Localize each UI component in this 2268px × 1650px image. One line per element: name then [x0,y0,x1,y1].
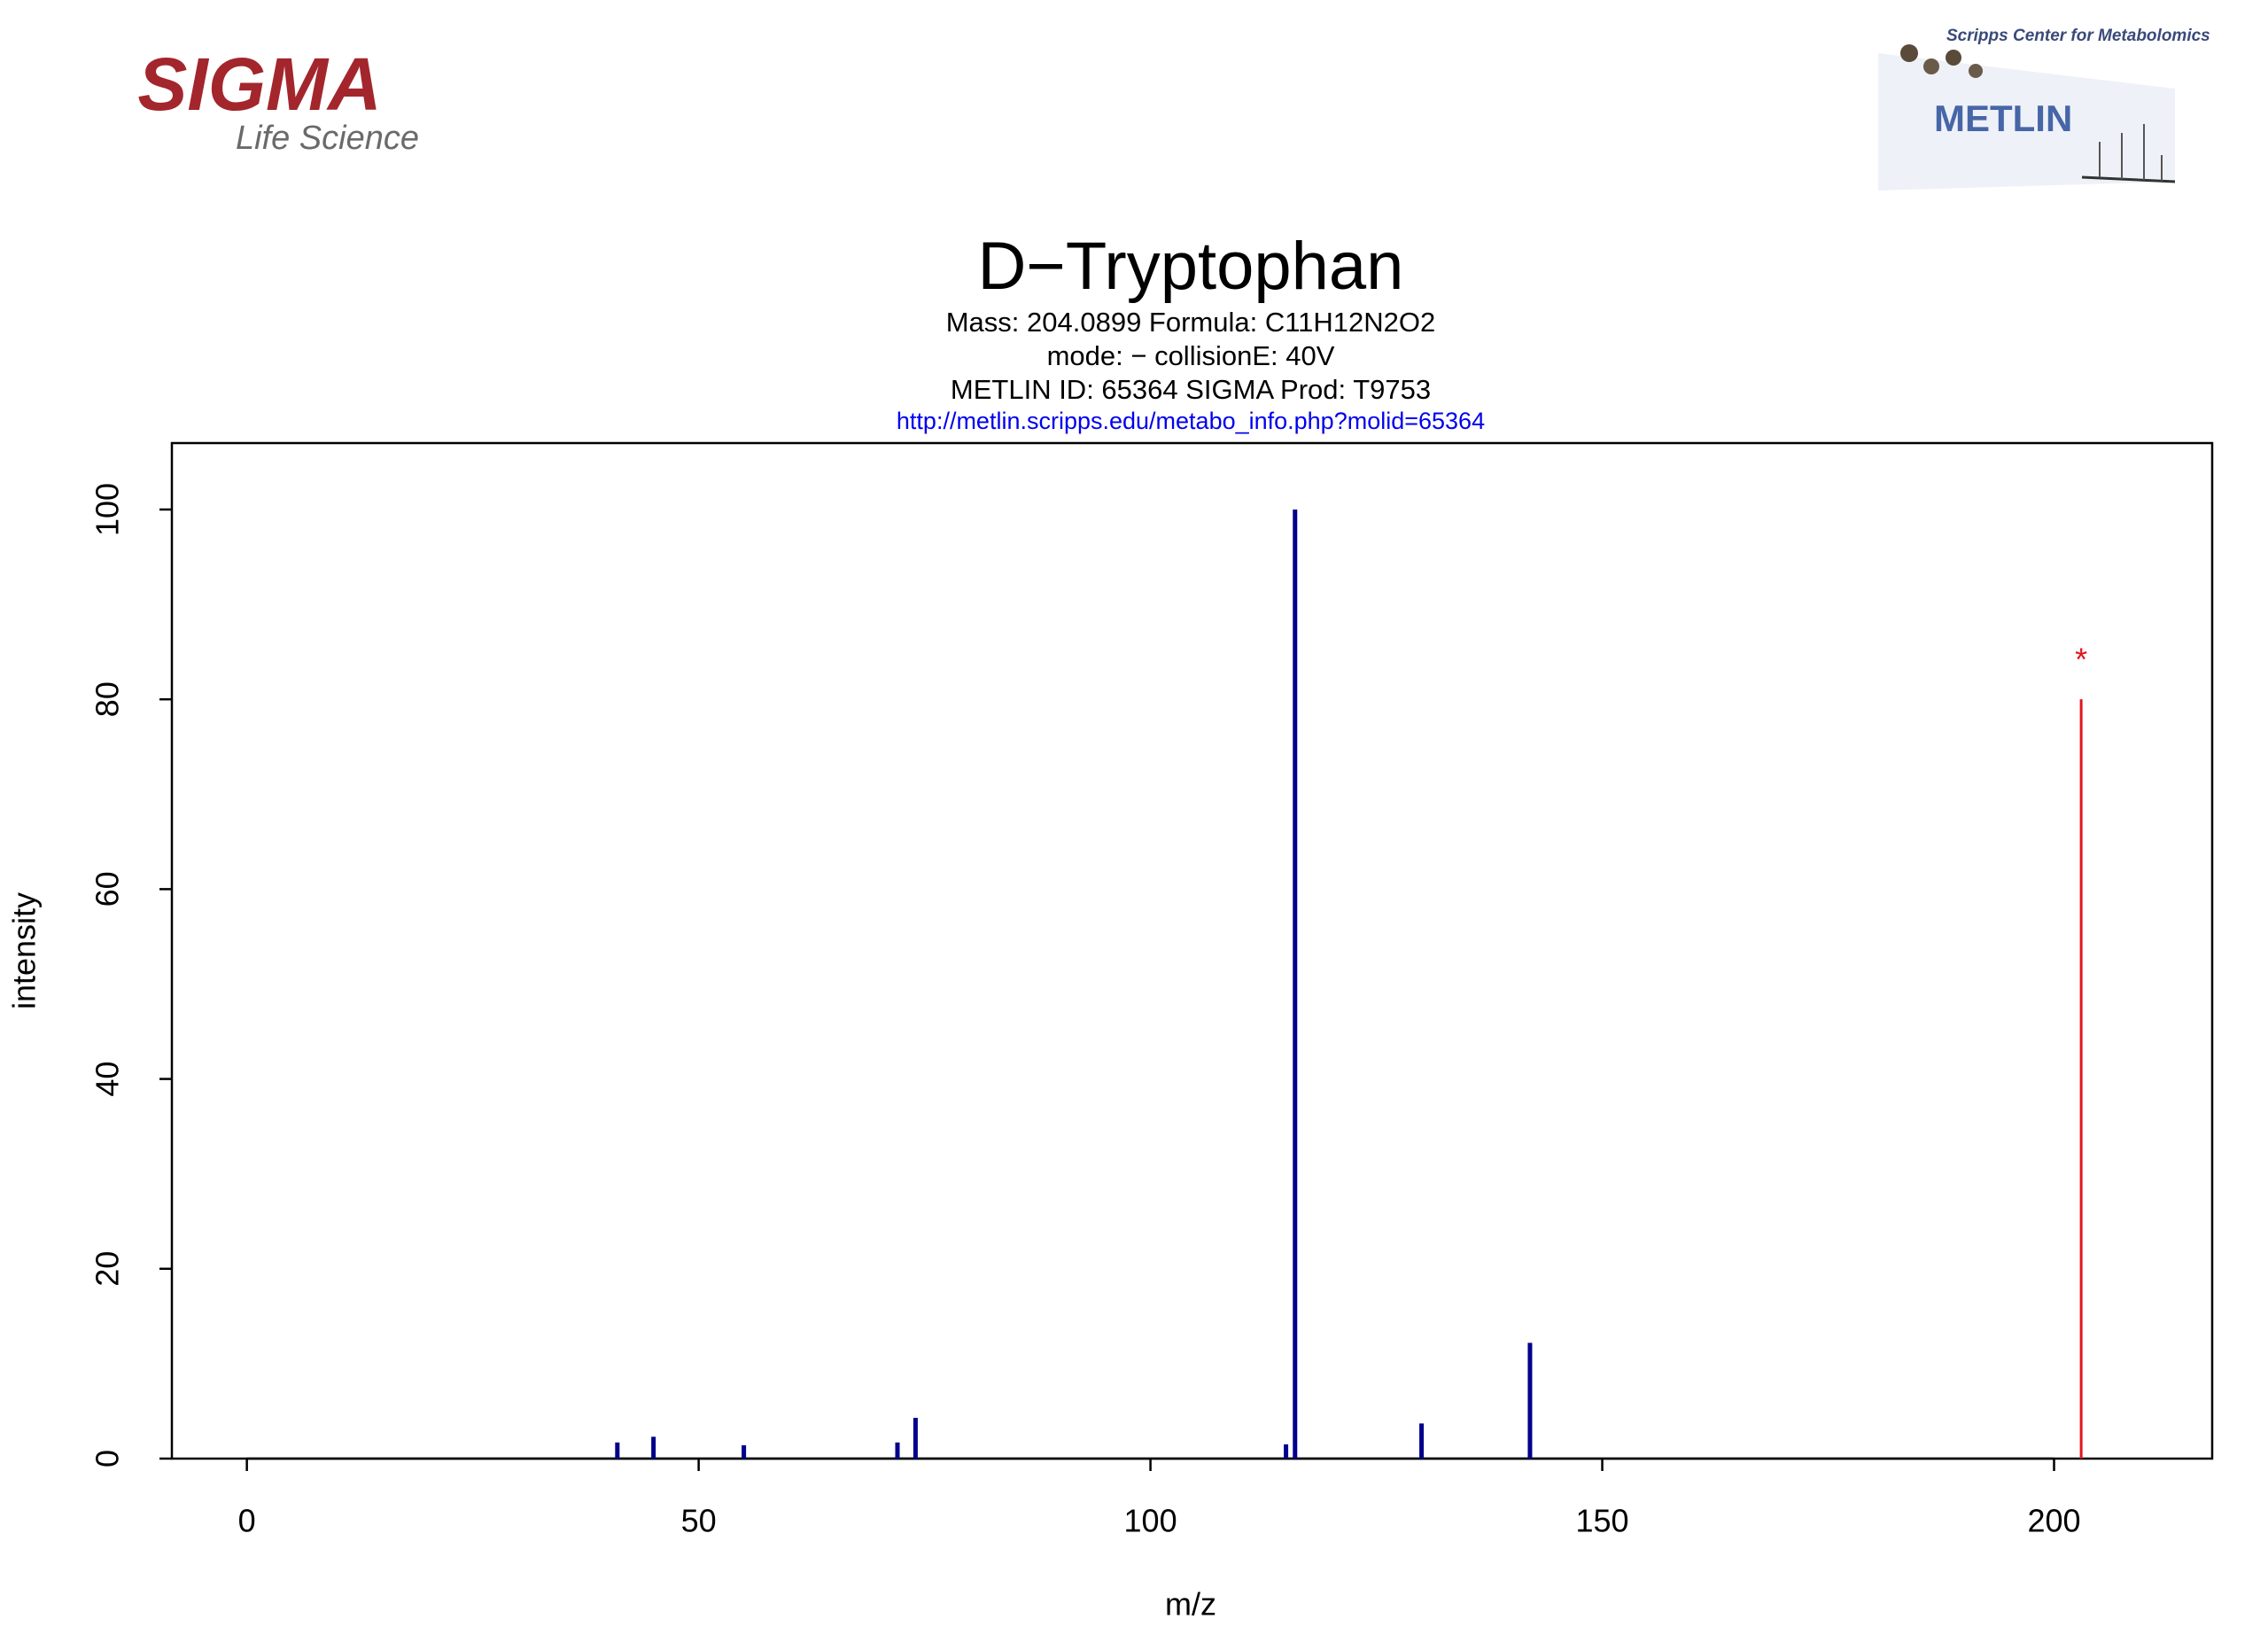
chart-title: D−Tryptophan [978,229,1404,304]
logo-axis [2081,175,2176,183]
link: http://metlin.scripps.edu/metabo_info.ph… [897,408,1485,434]
precursor-marker: * [2075,642,2087,678]
subtitle: METLIN ID: 65364 SIGMA Prod: T9753 [951,374,1431,405]
logo-molecule [1969,64,1983,78]
y-tick-label: 100 [89,483,126,536]
logo-molecule [1900,44,1918,62]
logo-molecule [1923,58,1939,74]
y-axis-label: intensity [6,892,43,1009]
metlin-wordmark: METLIN [1934,97,2072,139]
sigma-sub: Life Science [236,120,419,157]
logo-molecule [1946,50,1961,66]
x-axis-label: m/z [1165,1586,1216,1623]
logo-backdrop [1878,53,2175,191]
y-tick-label: 20 [89,1251,126,1287]
x-tick-label: 0 [238,1503,256,1539]
metlin-caption: Scripps Center for Metabolomics [1946,27,2210,45]
subtitle: mode: − collisionE: 40V [1047,340,1335,371]
y-tick-label: 80 [89,681,126,717]
y-tick-label: 40 [89,1062,126,1097]
x-tick-label: 100 [1124,1503,1177,1539]
x-tick-label: 150 [1576,1503,1629,1539]
y-tick-label: 60 [89,871,126,907]
y-tick-label: 0 [89,1450,126,1467]
sigma-logo: SIGMA [137,43,381,126]
metlin-logo [1878,44,2176,191]
subtitle: Mass: 204.0899 Formula: C11H12N2O2 [946,307,1436,338]
x-tick-label: 50 [681,1503,717,1539]
x-tick-label: 200 [2027,1503,2080,1539]
